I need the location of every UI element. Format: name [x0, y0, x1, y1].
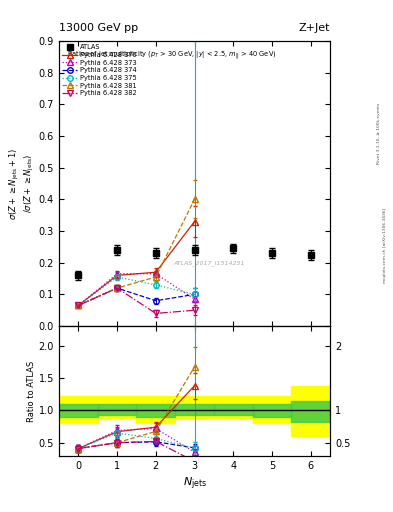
Bar — [98, 404, 136, 415]
Bar — [291, 386, 330, 436]
X-axis label: $N_{\rm jets}$: $N_{\rm jets}$ — [182, 476, 207, 493]
Y-axis label: Ratio to ATLAS: Ratio to ATLAS — [27, 360, 36, 421]
Bar — [59, 396, 98, 423]
Bar — [175, 404, 214, 415]
Bar — [175, 396, 214, 418]
Legend: ATLAS, Pythia 6.428 370, Pythia 6.428 373, Pythia 6.428 374, Pythia 6.428 375, P: ATLAS, Pythia 6.428 370, Pythia 6.428 37… — [61, 43, 138, 98]
Bar — [253, 404, 291, 417]
Text: Ratios of jet multiplicity ($p_T$ > 30 GeV, $|y|$ < 2.5, $m_{||}$ > 40 GeV): Ratios of jet multiplicity ($p_T$ > 30 G… — [67, 50, 277, 61]
Text: ATLAS_2017_I1514251: ATLAS_2017_I1514251 — [173, 261, 244, 266]
Y-axis label: $\sigma(Z + \geq N_{\rm jets}+1)$
$/ \sigma(Z + \geq N_{\rm jets})$: $\sigma(Z + \geq N_{\rm jets}+1)$ $/ \si… — [8, 147, 36, 220]
Text: Z+Jet: Z+Jet — [299, 23, 330, 33]
Bar — [98, 396, 136, 418]
Bar — [214, 404, 253, 415]
Text: mcplots.cern.ch [arXiv:1306.3436]: mcplots.cern.ch [arXiv:1306.3436] — [383, 208, 387, 283]
Bar — [59, 404, 98, 417]
Bar — [136, 396, 175, 423]
Bar — [214, 396, 253, 418]
Bar — [253, 396, 291, 423]
Bar — [136, 404, 175, 417]
Text: 13000 GeV pp: 13000 GeV pp — [59, 23, 138, 33]
Text: Rivet 3.1.10, ≥ 100k events: Rivet 3.1.10, ≥ 100k events — [377, 102, 381, 164]
Bar — [291, 400, 330, 422]
